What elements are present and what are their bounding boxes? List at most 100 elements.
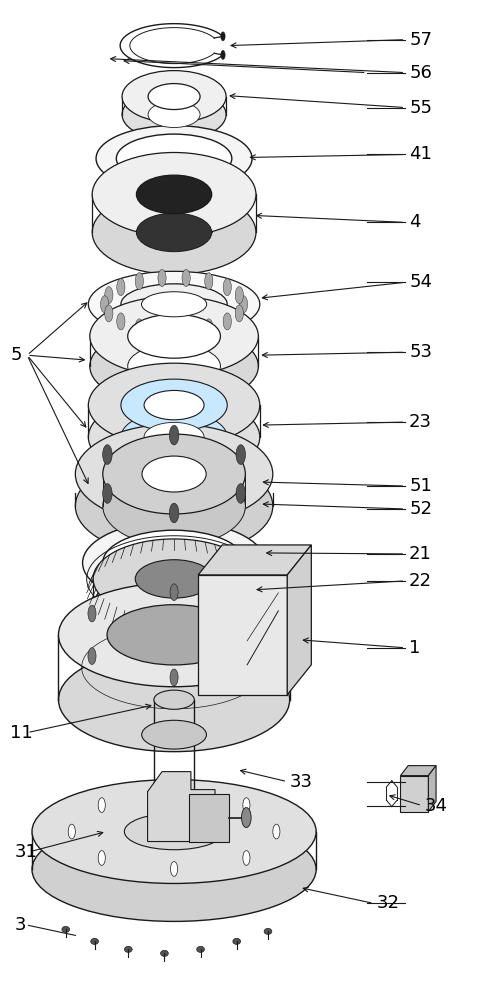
Circle shape [117, 313, 125, 330]
Circle shape [117, 279, 125, 296]
Circle shape [135, 273, 143, 290]
Circle shape [170, 862, 178, 876]
Text: 54: 54 [409, 273, 432, 291]
Text: 51: 51 [409, 477, 432, 495]
Text: 57: 57 [409, 31, 432, 49]
Ellipse shape [154, 790, 194, 809]
Ellipse shape [121, 284, 227, 325]
Polygon shape [428, 766, 436, 812]
Text: 11: 11 [10, 724, 33, 742]
Circle shape [223, 313, 231, 330]
Ellipse shape [103, 530, 245, 596]
Circle shape [243, 851, 250, 865]
Ellipse shape [154, 690, 194, 709]
Ellipse shape [88, 395, 260, 479]
Ellipse shape [233, 938, 241, 944]
Ellipse shape [148, 84, 200, 110]
Circle shape [158, 269, 166, 287]
Polygon shape [287, 545, 312, 695]
Circle shape [103, 484, 112, 503]
Text: 22: 22 [409, 572, 432, 590]
Ellipse shape [135, 560, 213, 598]
Ellipse shape [92, 190, 256, 274]
Ellipse shape [128, 314, 220, 358]
Circle shape [135, 319, 143, 336]
Circle shape [88, 605, 96, 622]
Circle shape [236, 484, 245, 503]
Circle shape [252, 605, 260, 622]
Ellipse shape [121, 411, 227, 463]
Circle shape [236, 445, 245, 464]
Circle shape [243, 798, 250, 812]
Ellipse shape [135, 588, 213, 626]
Circle shape [105, 287, 113, 304]
Ellipse shape [107, 605, 241, 665]
Polygon shape [148, 772, 215, 842]
Ellipse shape [75, 456, 273, 556]
Text: 56: 56 [409, 64, 432, 82]
Ellipse shape [122, 71, 226, 123]
Ellipse shape [96, 126, 252, 191]
Ellipse shape [144, 390, 204, 420]
Ellipse shape [103, 434, 245, 514]
Text: 21: 21 [409, 545, 432, 563]
Circle shape [158, 322, 166, 339]
Ellipse shape [160, 950, 168, 956]
Circle shape [205, 319, 213, 336]
Ellipse shape [125, 946, 132, 952]
Ellipse shape [75, 424, 273, 524]
Ellipse shape [88, 271, 260, 337]
Ellipse shape [121, 379, 227, 431]
Ellipse shape [144, 422, 204, 452]
Ellipse shape [93, 567, 255, 647]
Ellipse shape [58, 583, 290, 687]
Ellipse shape [136, 213, 212, 252]
Circle shape [182, 322, 190, 339]
Ellipse shape [58, 648, 290, 752]
Text: 31: 31 [15, 843, 38, 861]
Circle shape [235, 305, 243, 322]
Ellipse shape [62, 926, 70, 932]
Ellipse shape [88, 363, 260, 447]
Circle shape [88, 648, 96, 664]
Ellipse shape [124, 813, 224, 850]
Text: 23: 23 [409, 413, 432, 431]
Circle shape [170, 584, 178, 601]
Text: 1: 1 [409, 639, 421, 657]
Ellipse shape [83, 521, 266, 605]
Ellipse shape [142, 292, 207, 317]
Circle shape [98, 798, 105, 812]
Circle shape [170, 503, 179, 523]
Circle shape [170, 669, 178, 686]
Ellipse shape [116, 134, 232, 183]
Polygon shape [188, 794, 229, 842]
Ellipse shape [197, 946, 204, 952]
Polygon shape [198, 545, 312, 575]
Ellipse shape [136, 175, 212, 214]
Circle shape [240, 296, 248, 313]
Ellipse shape [264, 928, 272, 934]
Circle shape [242, 808, 251, 828]
Circle shape [170, 787, 178, 802]
Ellipse shape [90, 296, 258, 376]
Ellipse shape [142, 456, 206, 492]
Ellipse shape [128, 344, 220, 388]
Ellipse shape [122, 89, 226, 140]
Ellipse shape [92, 152, 256, 236]
Circle shape [98, 851, 105, 865]
Circle shape [235, 287, 243, 304]
Text: 3: 3 [15, 916, 27, 934]
Text: 4: 4 [409, 213, 421, 231]
Circle shape [223, 279, 231, 296]
Text: 41: 41 [409, 145, 432, 163]
Ellipse shape [32, 818, 316, 921]
Ellipse shape [90, 326, 258, 406]
Text: 32: 32 [376, 894, 399, 912]
Ellipse shape [93, 539, 255, 619]
Circle shape [105, 305, 113, 322]
Circle shape [100, 296, 109, 313]
Circle shape [221, 50, 225, 59]
Circle shape [252, 648, 260, 664]
Circle shape [221, 32, 225, 41]
Text: 53: 53 [409, 343, 432, 361]
